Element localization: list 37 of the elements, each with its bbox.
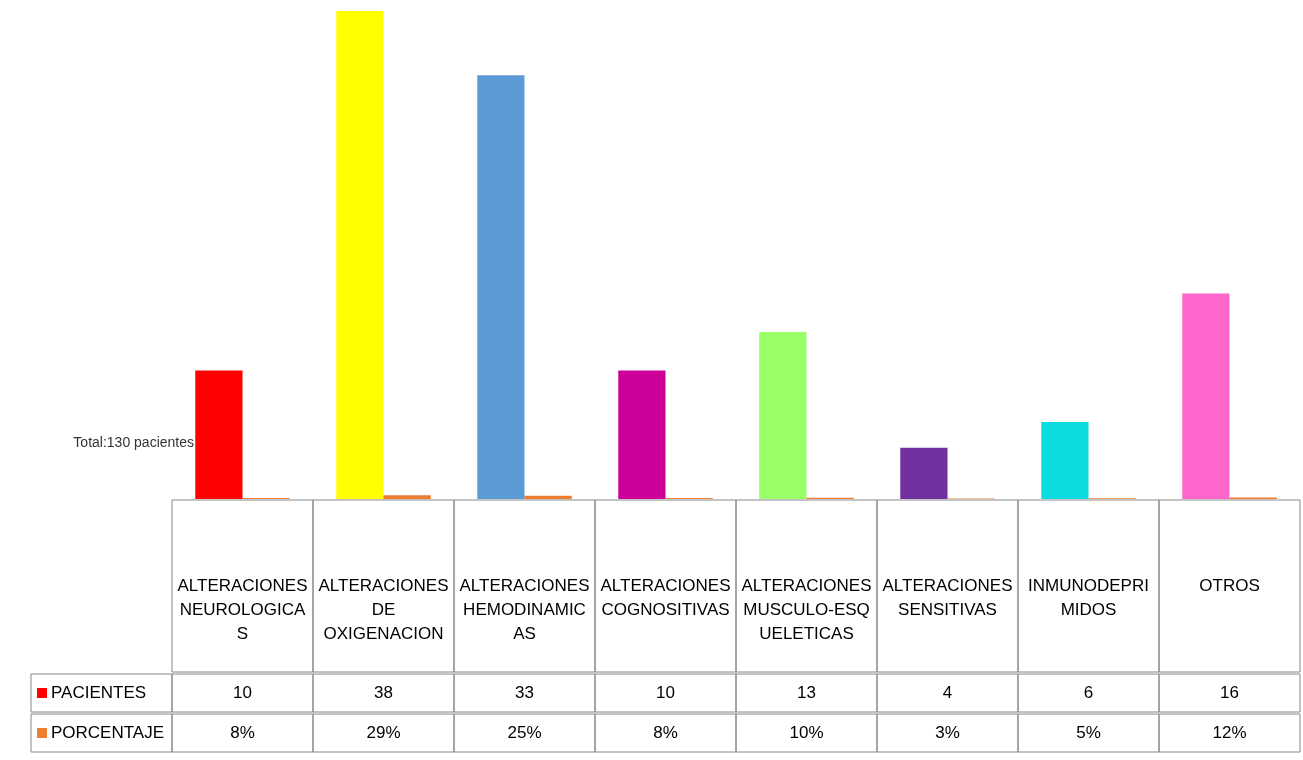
bar [900,447,948,499]
data-label: 12% [1212,723,1247,742]
data-label: 5% [1076,723,1101,742]
data-label: 10% [789,723,824,742]
bar [195,370,243,499]
legend-label: PORCENTAJE [51,723,165,742]
bar [759,332,807,499]
bar [336,11,384,499]
data-label: 33 [515,683,534,702]
data-label: 8% [230,723,255,742]
x-tick-label: ALTERACIONES HEMODINAMICAS [459,576,590,643]
annotation: Total:130 pacientes [73,434,194,450]
data-label: 10 [233,683,252,702]
x-tick-label: INMUNODEPRIMIDOS [1028,576,1149,619]
x-tick-label: ALTERACIONES MUSCULO-ESQUELETICAS [741,576,872,643]
x-tick-label: ALTERACIONES SENSITIVAS [882,576,1013,619]
bar [383,495,431,499]
x-tick-label: OTROS [1199,576,1260,595]
legend-label: PACIENTES [51,683,147,702]
data-label: 10 [656,683,675,702]
data-label: 13 [797,683,816,702]
data-label: 6 [1083,683,1094,702]
data-label: 3% [935,723,960,742]
bar [1041,421,1089,499]
data-label: 25% [507,723,542,742]
data-label: 38 [374,683,393,702]
data-label: 29% [366,723,401,742]
bar [1182,293,1230,499]
data-label: 16 [1220,683,1239,702]
bar [524,495,572,499]
data-label: 8% [653,723,678,742]
x-tick-label: ALTERACIONES DE OXIGENACION [318,576,449,643]
bar [477,75,525,499]
data-label: 4 [942,683,953,702]
x-tick-label: ALTERACIONES COGNOSITIVAS [600,576,731,619]
x-tick-label: ALTERACIONES NEUROLOGICAS [177,576,308,643]
bar [618,370,666,499]
